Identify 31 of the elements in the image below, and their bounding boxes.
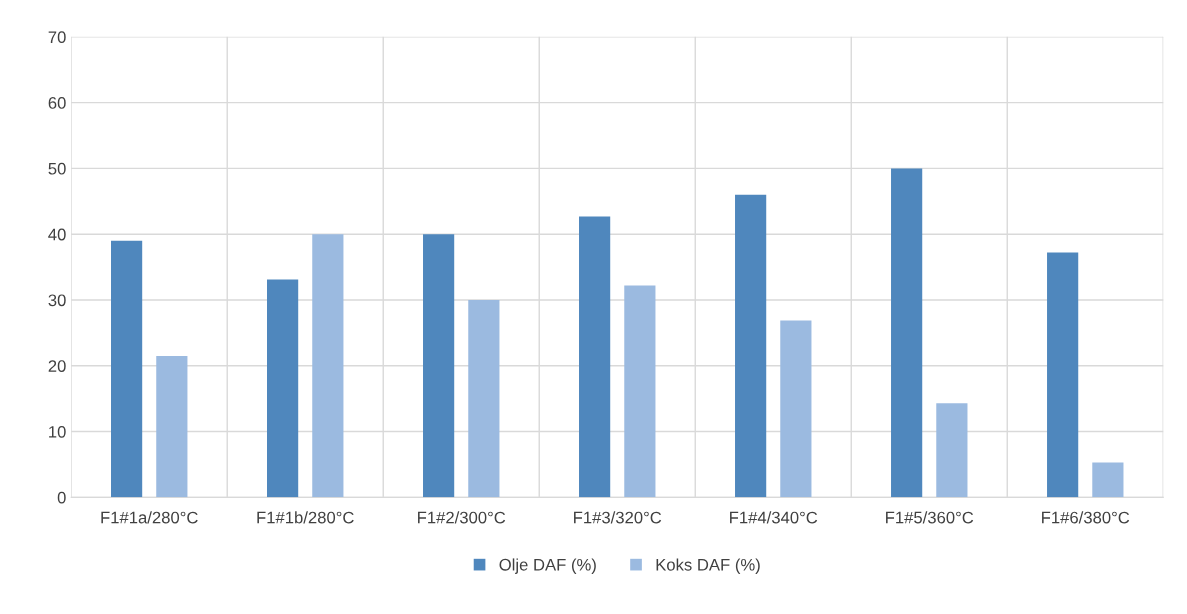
- bar: [156, 355, 188, 498]
- y-tick-label: 70: [48, 31, 66, 44]
- legend-label: Koks DAF (%): [656, 558, 760, 574]
- x-tick-label: F1#6/380°C: [1042, 511, 1130, 524]
- y-tick-label: 0: [57, 491, 66, 504]
- y-tick-label: 40: [48, 228, 66, 241]
- bar: [891, 168, 923, 498]
- bar: [780, 320, 812, 498]
- bar: [1092, 462, 1124, 498]
- bar: [111, 240, 143, 498]
- x-tick-label: F1#1a/280°C: [101, 511, 198, 524]
- x-tick-label: F1#4/340°C: [730, 511, 818, 524]
- x-tick-label: F1#3/320°C: [574, 511, 662, 524]
- x-tick-label: F1#1b/280°C: [257, 511, 354, 524]
- y-tick-label: 20: [48, 360, 66, 372]
- bar: [423, 234, 455, 498]
- bar: [468, 299, 500, 498]
- bar: [624, 285, 656, 498]
- y-tick-label: 30: [48, 294, 66, 307]
- x-tick-label: F1#5/360°C: [886, 511, 974, 524]
- x-tick-label: F1#2/300°C: [418, 511, 506, 524]
- y-tick-label: 10: [49, 425, 66, 438]
- bar: [579, 216, 611, 498]
- bar: [312, 234, 344, 498]
- bar: [1047, 252, 1079, 498]
- bar: [735, 194, 767, 498]
- bar: [936, 403, 968, 498]
- y-tick-label: 60: [48, 97, 66, 109]
- bar: [267, 279, 299, 498]
- y-tick-label: 50: [48, 162, 66, 175]
- legend-label: Olje DAF (%): [499, 558, 596, 574]
